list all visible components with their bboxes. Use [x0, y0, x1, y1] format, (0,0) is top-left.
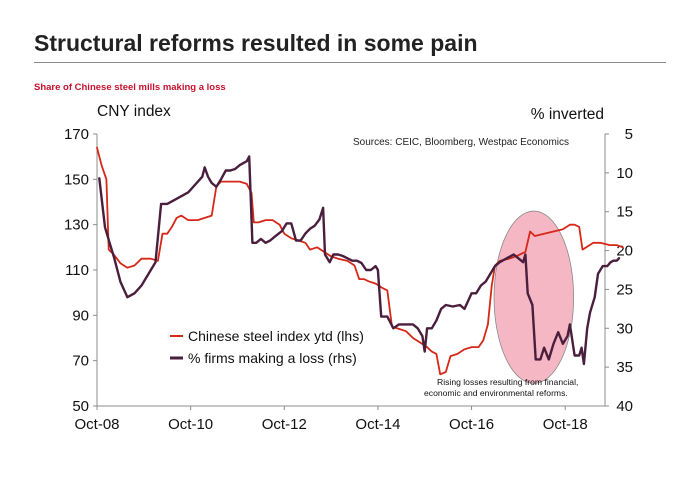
right-tick-label: 25	[616, 281, 633, 298]
x-tick-label: Oct-12	[262, 416, 307, 433]
x-tick-label: Oct-18	[543, 416, 588, 433]
left-tick-label: 170	[64, 126, 89, 143]
right-tick-label: 5	[625, 126, 633, 143]
legend-label-loss-share: % firms making a loss (rhs)	[188, 350, 357, 366]
series-layer	[96, 146, 624, 376]
left-tick-label: 130	[64, 217, 89, 234]
page-title: Structural reforms resulted in some pain	[34, 30, 478, 56]
x-tick-label: Oct-10	[168, 416, 213, 433]
left-tick-label: 50	[72, 398, 89, 415]
right-tick-label: 35	[616, 359, 633, 376]
left-tick-label: 110	[65, 262, 89, 279]
x-tick-label: Oct-16	[449, 416, 494, 433]
left-tick-label: 150	[64, 171, 89, 188]
right-axis-label: % inverted	[531, 106, 604, 123]
chart-subtitle: Share of Chinese steel mills making a lo…	[34, 82, 226, 93]
series-line-steel-index	[96, 146, 624, 376]
annotation-line-1: Rising losses resulting from financial,	[437, 377, 578, 387]
right-tick-label: 15	[616, 204, 633, 221]
right-tick-label: 40	[616, 398, 633, 415]
left-tick-label: 90	[72, 307, 89, 324]
x-tick-label: Oct-14	[355, 416, 400, 433]
left-tick-label: 70	[72, 353, 89, 370]
legend: Chinese steel index ytd (lhs) % firms ma…	[170, 328, 364, 366]
right-tick-label: 10	[616, 165, 633, 182]
annotation-ellipse-layer	[493, 210, 575, 384]
source-note: Sources: CEIC, Bloomberg, Westpac Econom…	[353, 137, 569, 148]
annotation-line-2: economic and environmental reforms.	[424, 388, 568, 398]
title-divider	[34, 62, 666, 63]
x-tick-label: Oct-08	[74, 416, 119, 433]
legend-label-steel-index: Chinese steel index ytd (lhs)	[188, 328, 364, 344]
left-axis-label: CNY index	[97, 103, 171, 120]
annotation-ellipse	[493, 210, 575, 384]
right-tick-label: 30	[616, 320, 633, 337]
series-line-loss-share	[98, 155, 621, 366]
